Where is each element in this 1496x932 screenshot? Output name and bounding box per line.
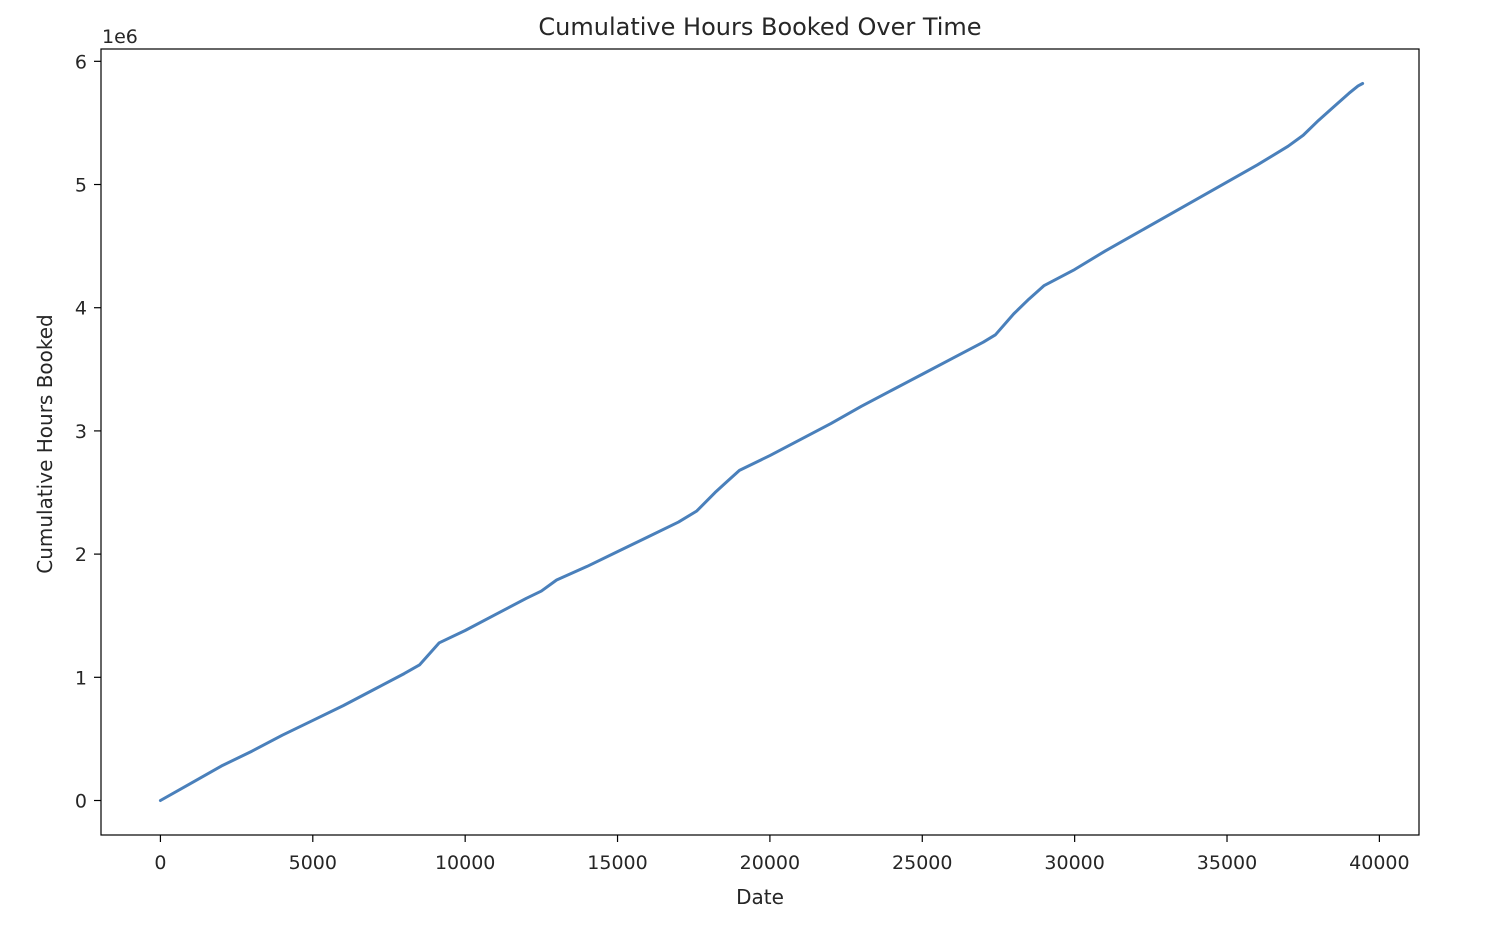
y-tick-label: 6 [75, 51, 87, 73]
chart-title: Cumulative Hours Booked Over Time [538, 13, 981, 41]
y-tick-label: 4 [75, 298, 87, 320]
y-axis-ticks: 0 1 2 3 4 5 6 [75, 51, 101, 813]
y-tick-label: 5 [75, 175, 87, 197]
y-offset-label: 1e6 [102, 26, 138, 48]
x-axis-ticks: 0 5000 10000 15000 20000 25000 30000 35000 40000 [154, 835, 1410, 874]
x-tick-label: 20000 [740, 852, 800, 874]
y-tick-label: 3 [75, 421, 87, 443]
x-axis-title: Date [736, 885, 784, 909]
x-tick-label: 35000 [1197, 852, 1257, 874]
series-line-0 [158, 82, 1365, 802]
x-tick-label: 40000 [1349, 852, 1409, 874]
y-axis-title: Cumulative Hours Booked [33, 314, 57, 574]
y-tick-label: 2 [75, 544, 87, 566]
plot-area [100, 48, 1420, 836]
y-tick-label: 0 [75, 791, 87, 813]
x-tick-label: 10000 [435, 852, 495, 874]
x-tick-label: 30000 [1044, 852, 1104, 874]
x-tick-label: 15000 [587, 852, 647, 874]
x-tick-label: 0 [154, 852, 166, 874]
x-tick-label: 25000 [892, 852, 952, 874]
plot-frame [100, 48, 1420, 836]
x-tick-label: 5000 [289, 852, 337, 874]
y-tick-label: 1 [75, 667, 87, 689]
